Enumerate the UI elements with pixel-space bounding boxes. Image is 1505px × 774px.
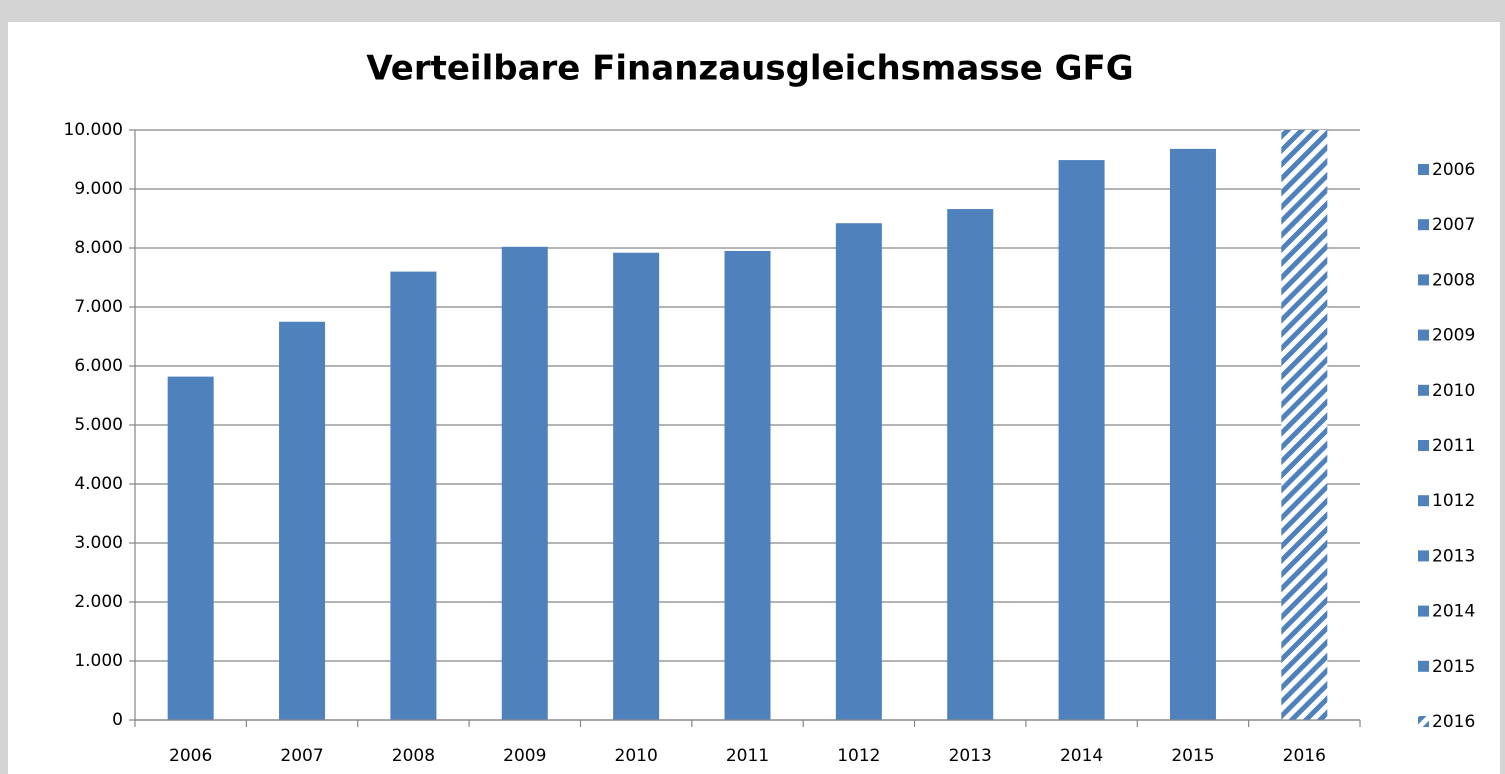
legend-swatch [1418, 550, 1429, 562]
y-tick-label: 1.000 [74, 651, 123, 671]
legend-label: 2013 [1432, 546, 1475, 566]
x-tick-label: 1012 [837, 746, 880, 766]
legend-label: 2007 [1432, 215, 1475, 235]
y-tick-label: 9.000 [74, 179, 123, 199]
bar [501, 246, 548, 720]
bar [167, 376, 214, 720]
legend-label: 1012 [1432, 491, 1475, 511]
bar [947, 209, 994, 720]
legend-swatch [1418, 219, 1429, 231]
y-tick-label: 7.000 [74, 297, 123, 317]
x-tick-label: 2016 [1283, 746, 1326, 766]
legend-label: 2010 [1432, 381, 1475, 401]
legend-label: 2016 [1432, 712, 1475, 732]
bar [1058, 160, 1105, 721]
x-tick-label: 2008 [392, 746, 435, 766]
bar [1281, 130, 1328, 720]
legend-label: 2009 [1432, 326, 1475, 346]
y-tick-label: 6.000 [74, 356, 123, 376]
x-tick-label: 2007 [280, 746, 323, 766]
y-tick-label: 5.000 [74, 415, 123, 435]
bar [613, 252, 660, 720]
legend-label: 2006 [1432, 160, 1475, 180]
y-tick-label: 8.000 [74, 238, 123, 258]
legend-swatch [1418, 274, 1429, 286]
legend-swatch [1418, 384, 1429, 396]
legend-swatch [1418, 716, 1429, 727]
y-tick-label: 4.000 [74, 474, 123, 494]
bar [390, 271, 437, 720]
bar [835, 223, 882, 720]
bar [724, 250, 771, 720]
legend-label: 2011 [1432, 436, 1475, 456]
chart-title: Verteilbare Finanzausgleichsmasse GFG [366, 49, 1133, 89]
x-tick-label: 2013 [949, 746, 992, 766]
y-tick-label: 2.000 [74, 592, 123, 612]
legend-swatch [1418, 605, 1429, 617]
x-tick-label: 2011 [726, 746, 769, 766]
x-tick-label: 2014 [1060, 746, 1103, 766]
legend-swatch [1418, 164, 1429, 175]
legend-label: 2008 [1432, 270, 1475, 290]
x-tick-label: 2006 [169, 746, 212, 766]
legend-swatch [1418, 660, 1429, 672]
y-tick-label: 0 [112, 710, 123, 730]
bar [279, 321, 326, 720]
legend-swatch [1418, 495, 1429, 507]
legend-label: 2015 [1432, 657, 1475, 677]
x-tick-label: 2010 [615, 746, 658, 766]
legend-label: 2014 [1432, 602, 1475, 622]
legend-swatch [1418, 329, 1429, 341]
x-tick-label: 2009 [503, 746, 546, 766]
y-tick-label: 10.000 [64, 120, 123, 140]
legend-swatch [1418, 440, 1429, 451]
y-tick-label: 3.000 [74, 533, 123, 553]
bar [1169, 148, 1216, 720]
x-tick-label: 2015 [1171, 746, 1214, 766]
